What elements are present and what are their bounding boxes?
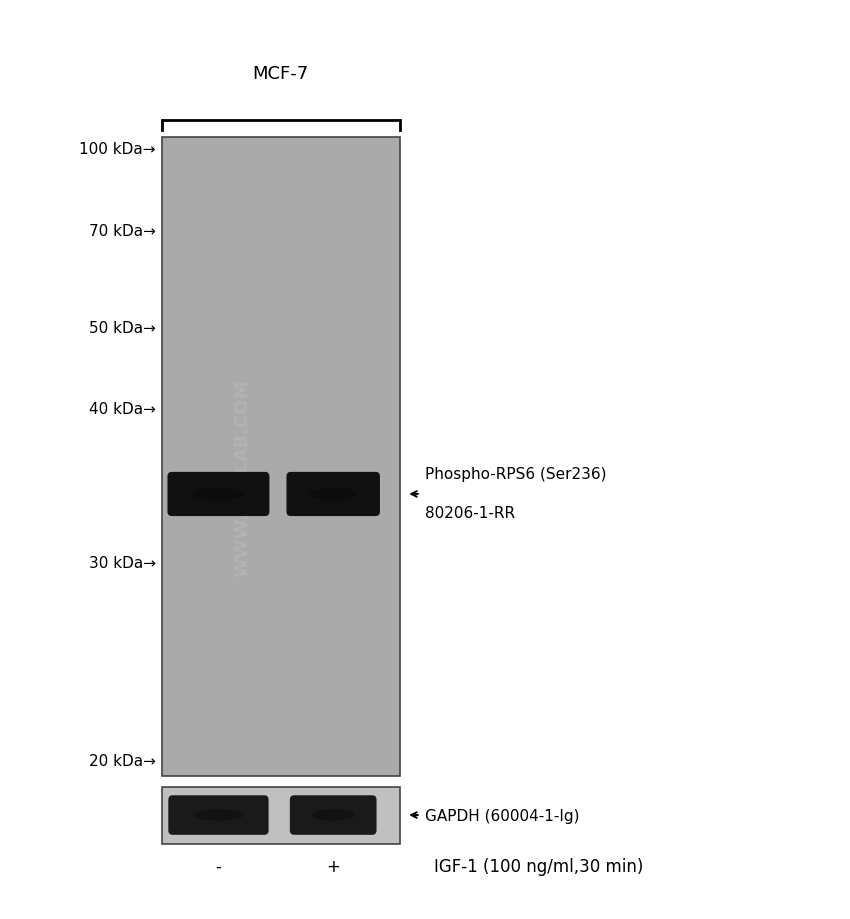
Text: +: + xyxy=(326,857,340,875)
Text: MCF-7: MCF-7 xyxy=(252,64,309,83)
FancyBboxPatch shape xyxy=(168,795,269,834)
Text: WWW.PTGLAB.COM: WWW.PTGLAB.COM xyxy=(233,380,252,576)
FancyBboxPatch shape xyxy=(290,795,377,834)
Ellipse shape xyxy=(193,810,244,821)
Text: 50 kDa→: 50 kDa→ xyxy=(88,321,156,335)
Bar xyxy=(162,787,400,844)
Text: Phospho-RPS6 (Ser236): Phospho-RPS6 (Ser236) xyxy=(425,467,607,482)
Text: 70 kDa→: 70 kDa→ xyxy=(88,224,156,239)
FancyBboxPatch shape xyxy=(167,472,269,516)
Text: 30 kDa→: 30 kDa→ xyxy=(88,555,156,570)
Text: 40 kDa→: 40 kDa→ xyxy=(88,402,156,416)
Ellipse shape xyxy=(312,810,354,821)
Text: 100 kDa→: 100 kDa→ xyxy=(79,142,156,156)
Ellipse shape xyxy=(193,488,244,501)
Ellipse shape xyxy=(309,488,356,501)
Text: GAPDH (60004-1-Ig): GAPDH (60004-1-Ig) xyxy=(425,808,580,823)
Text: 80206-1-RR: 80206-1-RR xyxy=(425,505,515,520)
Text: 20 kDa→: 20 kDa→ xyxy=(88,754,156,768)
Bar xyxy=(162,138,400,777)
Text: -: - xyxy=(216,857,221,875)
Text: IGF-1 (100 ng/ml,30 min): IGF-1 (100 ng/ml,30 min) xyxy=(434,857,643,875)
FancyBboxPatch shape xyxy=(286,472,380,516)
